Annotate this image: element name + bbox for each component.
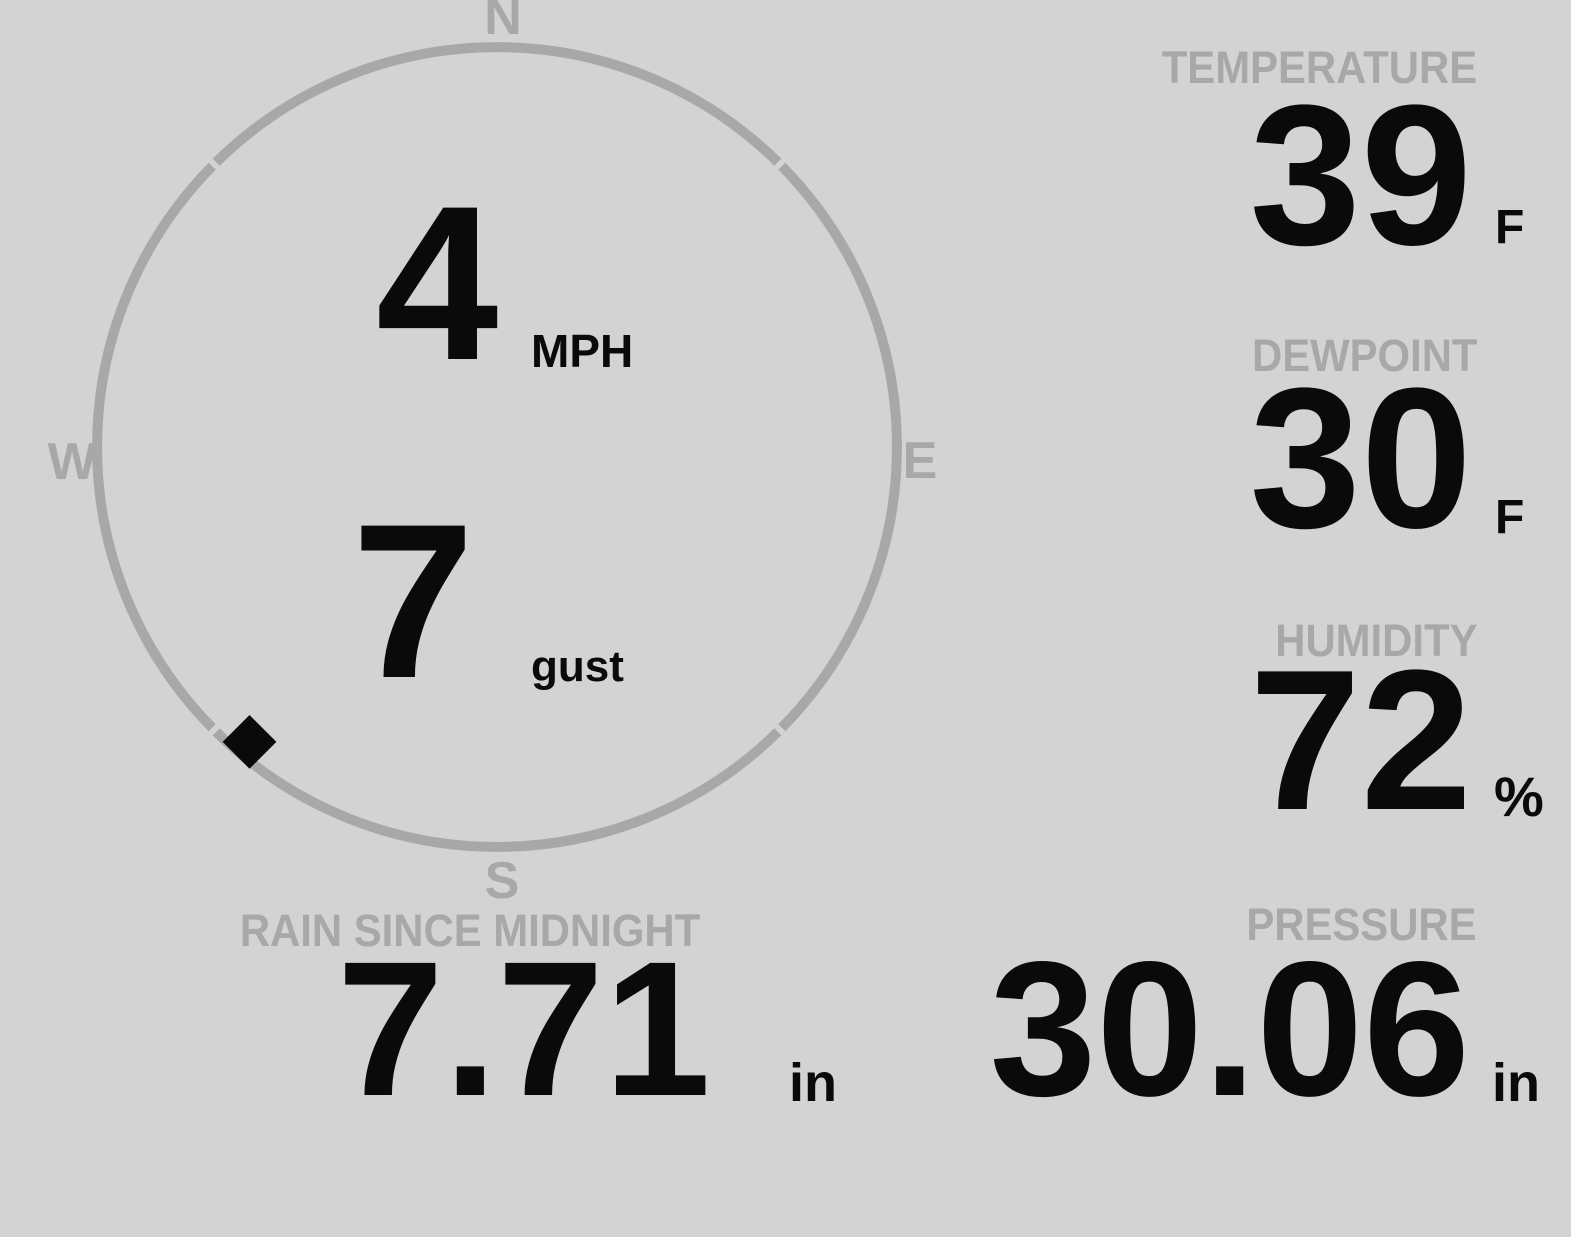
compass-label-west: W bbox=[47, 433, 97, 491]
compass-ring-arc-west bbox=[92, 162, 216, 732]
compass-ring-arc-north bbox=[212, 42, 782, 166]
pressure-unit: in bbox=[1492, 1053, 1540, 1113]
dewpoint-unit: F bbox=[1495, 491, 1525, 544]
rain-value: 7.71 bbox=[337, 921, 711, 1136]
humidity-label: HUMIDITY bbox=[1274, 615, 1477, 666]
temperature-unit: F bbox=[1495, 201, 1525, 254]
humidity-unit: % bbox=[1494, 765, 1544, 828]
compass-label-south: S bbox=[484, 852, 520, 910]
wind-speed-value: 4 bbox=[376, 160, 499, 406]
wind-speed-unit: MPH bbox=[531, 325, 634, 377]
wind-direction-marker bbox=[222, 715, 277, 769]
temperature-label: TEMPERATURE bbox=[1161, 42, 1477, 93]
wind-gust-unit: gust bbox=[531, 642, 624, 691]
temperature-value: 39 bbox=[1249, 64, 1472, 287]
dewpoint-label: DEWPOINT bbox=[1251, 330, 1477, 381]
rain-label: RAIN SINCE MIDNIGHT bbox=[239, 905, 701, 956]
compass-label-east: E bbox=[902, 432, 938, 490]
pressure-label: PRESSURE bbox=[1246, 899, 1477, 950]
compass-ring-arc-east bbox=[778, 162, 902, 732]
wind-gust-value: 7 bbox=[352, 478, 475, 724]
compass-label-north: N bbox=[484, 0, 522, 46]
dewpoint-value: 30 bbox=[1249, 347, 1472, 570]
compass-ring-arc-south bbox=[212, 728, 782, 852]
pressure-value: 30.06 bbox=[989, 921, 1470, 1136]
rain-unit: in bbox=[789, 1053, 837, 1113]
humidity-value: 72 bbox=[1249, 629, 1472, 852]
